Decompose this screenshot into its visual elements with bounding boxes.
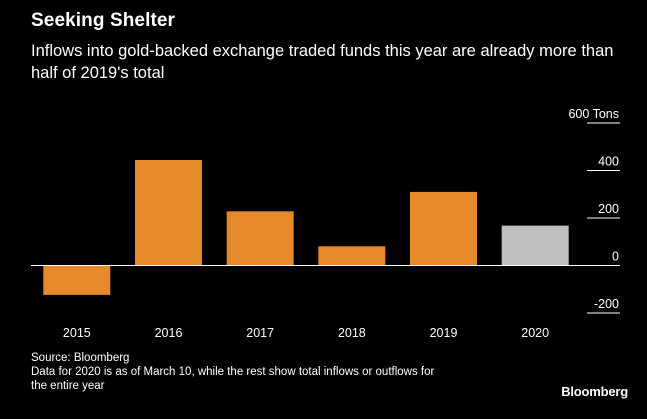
x-tick-label-2015: 2015 [63,326,91,340]
bar-2019 [410,191,477,266]
data-note-line-1: Data for 2020 is as of March 10, while t… [31,366,435,378]
x-tick-label-2020: 2020 [521,326,549,340]
y-tick-label-200: 200 [598,202,619,216]
y-tick-label-400: 400 [598,155,619,169]
y-tick-label--200: -200 [594,297,619,311]
x-tick-label-2016: 2016 [155,326,183,340]
x-tick-label-2018: 2018 [338,326,366,340]
bars-group [43,160,569,295]
y-axis: -200 0 200 400 600 Tons [568,107,620,314]
bar-2020 [501,225,569,266]
bar-2016 [135,160,202,266]
y-tick-label-0: 0 [612,250,619,264]
x-tick-label-2019: 2019 [430,326,458,340]
source-note: Source: Bloomberg [31,352,130,364]
bar-2015 [43,265,111,295]
chart-footer: Source: Bloomberg Data for 2020 is as of… [31,351,434,393]
bar-2018 [318,246,386,266]
x-tick-label-2017: 2017 [246,326,274,340]
bloomberg-logo: Bloomberg [561,384,628,399]
x-axis: 2015 2016 2017 2018 2019 2020 [63,326,549,340]
chart-subtitle: Inflows into gold-backed exchange traded… [31,42,614,82]
chart-title: Seeking Shelter [31,10,176,31]
bar-2017 [226,211,294,266]
data-note-line-2: the entire year [31,380,105,392]
y-tick-label-600: 600 Tons [568,107,619,121]
data-note: Data for 2020 is as of March 10, while t… [31,365,434,393]
